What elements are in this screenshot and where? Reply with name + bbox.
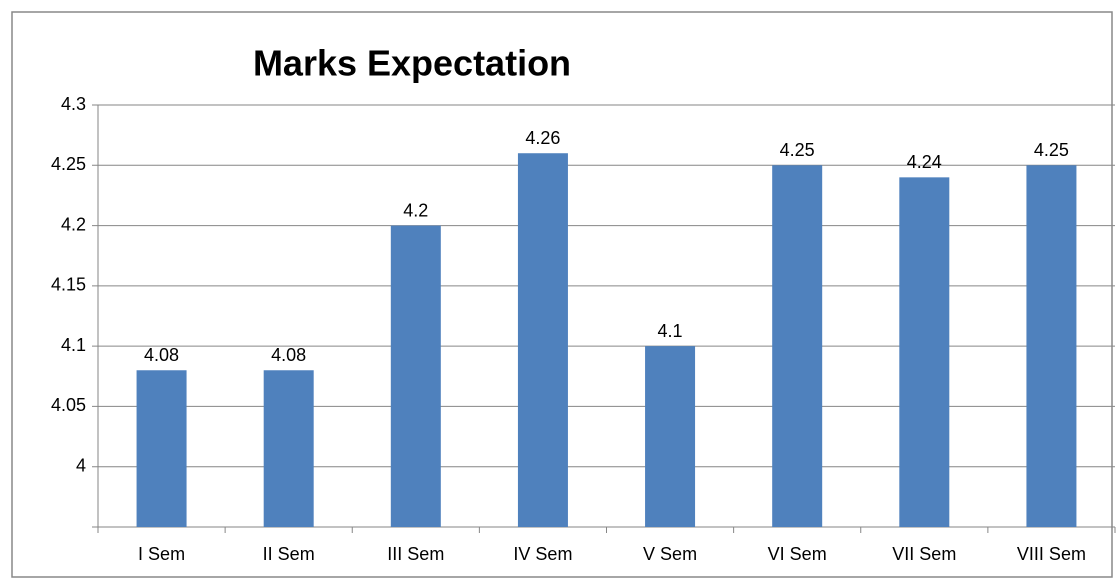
data-label: 4.24 (907, 152, 942, 172)
bar (899, 177, 950, 528)
bar (390, 225, 441, 528)
y-tick-label: 4.1 (61, 335, 86, 355)
data-label: 4.08 (144, 345, 179, 365)
y-tick-label: 4.15 (51, 275, 86, 295)
x-tick-label: I Sem (138, 544, 185, 564)
data-label: 4.25 (780, 140, 815, 160)
data-label: 4.26 (525, 128, 560, 148)
x-tick-label: VIII Sem (1017, 544, 1086, 564)
y-tick-label: 4.2 (61, 214, 86, 234)
data-label: 4.2 (403, 200, 428, 220)
bar (517, 153, 568, 527)
chart-title: Marks Expectation (253, 43, 571, 84)
data-label: 4.1 (658, 321, 683, 341)
x-tick-label: III Sem (387, 544, 444, 564)
data-label: 4.08 (271, 345, 306, 365)
y-tick-label: 4.25 (51, 154, 86, 174)
x-tick-label: II Sem (263, 544, 315, 564)
y-tick-label: 4.3 (61, 94, 86, 114)
bar (1026, 165, 1077, 528)
y-tick-label: 4.05 (51, 395, 86, 415)
x-tick-label: IV Sem (513, 544, 572, 564)
bar (645, 346, 696, 527)
bar (136, 370, 187, 527)
y-tick-label: 4 (76, 455, 86, 475)
x-tick-label: V Sem (643, 544, 697, 564)
bar (772, 165, 823, 528)
data-label: 4.25 (1034, 140, 1069, 160)
x-tick-label: VI Sem (768, 544, 827, 564)
x-tick-label: VII Sem (892, 544, 956, 564)
bar (263, 370, 314, 527)
